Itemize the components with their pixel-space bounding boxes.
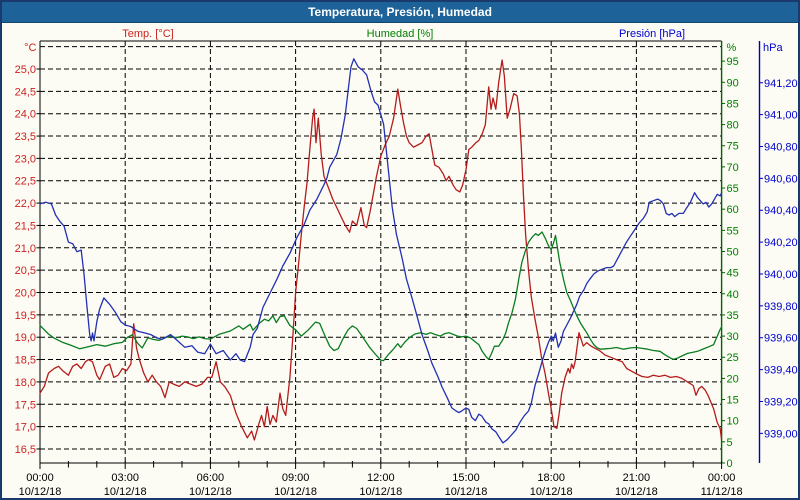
x-tick-label-time: 09:00 [282, 472, 310, 484]
temp-tick-label: 18,0 [15, 377, 36, 389]
humidity-tick-label: 85 [727, 98, 739, 110]
temp-tick-label: 17,0 [15, 422, 36, 434]
x-tick-label-date: 10/12/18 [530, 486, 573, 498]
temp-tick-label: 24,5 [15, 86, 36, 98]
title-bar: Temperatura, Presión, Humedad [2, 2, 798, 23]
temp-tick-label: 21,0 [15, 243, 36, 255]
humidity-tick-label: 70 [727, 162, 739, 174]
temp-tick-label: 22,0 [15, 198, 36, 210]
humidity-tick-label: 5 [727, 437, 733, 449]
temp-tick-label: 21,5 [15, 220, 36, 232]
x-tick-label-date: 10/12/18 [359, 486, 402, 498]
x-tick-label-time: 03:00 [111, 472, 139, 484]
temp-tick-label: 17,5 [15, 399, 36, 411]
humidity-tick-label: 30 [727, 331, 739, 343]
humidity-tick-label: 60 [727, 204, 739, 216]
temp-tick-label: 24,0 [15, 109, 36, 121]
x-tick-label-date: 10/12/18 [445, 486, 488, 498]
series-line-humidity [39, 231, 723, 362]
humidity-tick-label: 40 [727, 289, 739, 301]
temp-tick-label: 20,5 [15, 265, 36, 277]
x-tick-label-date: 10/12/18 [104, 486, 147, 498]
humidity-tick-label: 35 [727, 310, 739, 322]
pressure-tick-label: 939,60 [764, 333, 798, 345]
humidity-tick-label: 50 [727, 246, 739, 258]
tick-labels: 25,0 24,5 24,0 23,5 23,0 22,5 22,0 21,5 21,0 20,5… [15, 56, 798, 498]
x-tick-label-time: 06:00 [197, 472, 225, 484]
pressure-tick-label: 940,20 [764, 237, 798, 249]
pressure-tick-label: 940,40 [764, 205, 798, 217]
pressure-tick-label: 939,40 [764, 365, 798, 377]
x-tick-label-date: 10/12/18 [19, 486, 62, 498]
humidity-axis-unit: % [727, 42, 737, 54]
humidity-tick-label: 10 [727, 416, 739, 428]
temp-tick-label: 23,0 [15, 153, 36, 165]
temp-tick-label: 22,5 [15, 176, 36, 188]
humidity-tick-label: 45 [727, 268, 739, 280]
x-tick-label-date: 11/12/18 [701, 486, 743, 498]
legend-temperature: Temp. [°C] [122, 28, 173, 40]
pressure-tick-label: 939,20 [764, 396, 798, 408]
humidity-tick-label: 80 [727, 120, 739, 132]
series-line-pressure [39, 58, 723, 444]
x-tick-label-date: 10/12/18 [189, 486, 232, 498]
humidity-tick-label: 20 [727, 373, 739, 385]
temp-axis-unit: °C [24, 42, 36, 54]
humidity-tick-label: 95 [727, 56, 739, 68]
temp-tick-label: 23,5 [15, 131, 36, 143]
humidity-tick-label: 15 [727, 395, 739, 407]
humidity-tick-label: 90 [727, 77, 739, 89]
temp-tick-label: 20,0 [15, 288, 36, 300]
x-tick-label-date: 10/12/18 [615, 486, 658, 498]
legend-pressure: Presión [hPa] [619, 28, 685, 40]
x-tick-label-date: 10/12/18 [274, 486, 317, 498]
temp-tick-label: 25,0 [15, 64, 36, 76]
humidity-tick-label: 75 [727, 141, 739, 153]
pressure-tick-label: 939,00 [764, 428, 798, 440]
pressure-axis-unit: hPa [763, 42, 783, 54]
x-tick-label-time: 00:00 [26, 472, 54, 484]
temp-tick-label: 16,5 [15, 444, 36, 456]
pressure-tick-label: 940,00 [764, 269, 798, 281]
gridlines [40, 41, 722, 463]
pressure-tick-label: 940,60 [764, 173, 798, 185]
x-tick-label-time: 18:00 [537, 472, 565, 484]
x-tick-label-time: 12:00 [367, 472, 395, 484]
chart-panel: Temp. [°C] Humedad [%] Presión [hPa] °C … [2, 23, 798, 498]
series-line-temperature [39, 59, 723, 441]
chart: Temp. [°C] Humedad [%] Presión [hPa] °C … [15, 28, 798, 498]
window-title: Temperatura, Presión, Humedad [308, 5, 492, 19]
pressure-tick-label: 941,20 [764, 78, 798, 90]
legend-humidity: Humedad [%] [367, 28, 434, 40]
pressure-tick-label: 941,00 [764, 110, 798, 122]
humidity-tick-label: 0 [727, 458, 733, 470]
temp-tick-label: 19,0 [15, 332, 36, 344]
temp-tick-label: 19,5 [15, 310, 36, 322]
x-tick-label-time: 15:00 [452, 472, 480, 484]
humidity-tick-label: 65 [727, 183, 739, 195]
temp-tick-label: 18,5 [15, 355, 36, 367]
series-lines [39, 58, 723, 444]
humidity-tick-label: 25 [727, 352, 739, 364]
humidity-tick-label: 55 [727, 225, 739, 237]
x-tick-label-time: 21:00 [623, 472, 651, 484]
pressure-tick-label: 939,80 [764, 301, 798, 313]
pressure-tick-label: 940,80 [764, 142, 798, 154]
x-tick-label-time: 00:00 [708, 472, 736, 484]
